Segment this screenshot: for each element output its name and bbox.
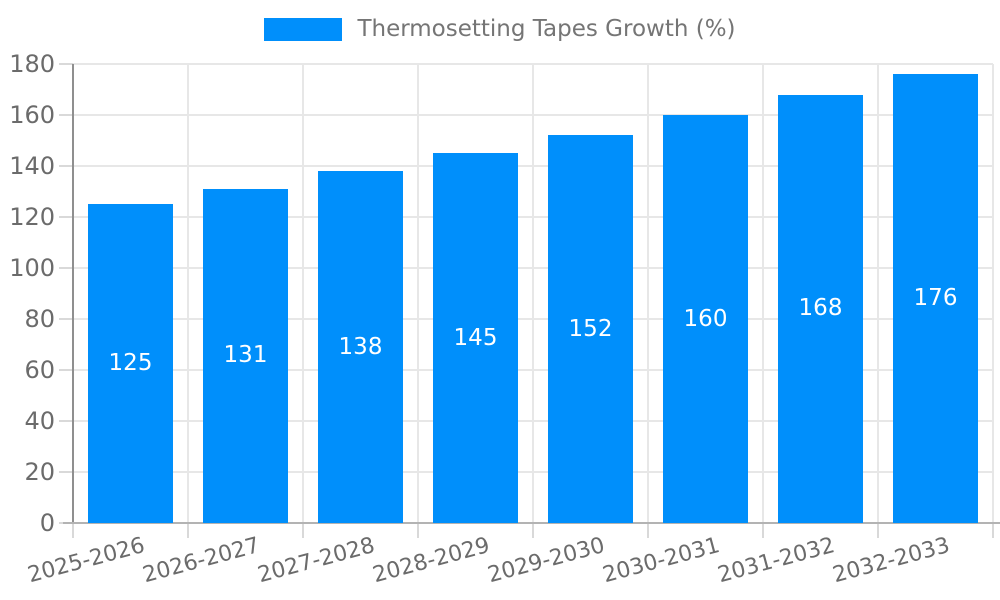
gridline-vertical [762,64,764,523]
y-axis-tick [59,369,73,371]
gridline-vertical [302,64,304,523]
gridline-vertical [532,64,534,523]
gridline-vertical [877,64,879,523]
x-axis-tick [72,523,74,538]
y-axis-label: 180 [9,50,55,78]
bar-2025-2026[interactable]: 125 [88,204,173,523]
bar-value-label: 168 [798,295,843,322]
gridline-vertical [187,64,189,523]
bar-value-label: 131 [223,342,268,369]
bar-2031-2032[interactable]: 168 [778,94,863,523]
x-axis-tick [417,523,419,538]
y-axis-tick [59,63,73,65]
y-axis-tick [59,420,73,422]
bar-2030-2031[interactable]: 160 [663,115,748,523]
y-axis-tick [59,165,73,167]
legend[interactable]: Thermosetting Tapes Growth (%) [0,16,1000,42]
y-axis-label: 140 [9,152,55,180]
y-axis-tick [59,267,73,269]
legend-swatch [264,17,343,41]
bar-2032-2033[interactable]: 176 [893,74,978,523]
gridline-vertical [417,64,419,523]
x-axis-tick [532,523,534,538]
x-axis-tick [762,523,764,538]
plot-area: 0 20 40 60 80 100 120 140 160 180 125 131 138 145 152 1… [9,50,1000,588]
bar-2028-2029[interactable]: 145 [433,153,518,523]
bar-2026-2027[interactable]: 131 [203,188,288,523]
bar-2029-2030[interactable]: 152 [548,135,633,523]
bar-2027-2028[interactable]: 138 [318,171,403,523]
y-axis-tick [59,114,73,116]
x-axis-tick [647,523,649,538]
bar-value-label: 152 [568,315,613,342]
bar-value-label: 160 [683,305,728,332]
y-axis-tick [59,318,73,320]
bar-value-label: 176 [913,285,958,312]
bar-value-label: 138 [338,333,383,360]
y-axis-tick [59,471,73,473]
y-axis-label: 120 [9,203,55,231]
y-axis-label: 40 [24,407,55,435]
y-axis-tick [59,216,73,218]
y-axis-label: 0 [39,509,55,537]
bar-value-label: 125 [108,350,153,377]
x-axis-tick [187,523,189,538]
y-axis-label: 60 [24,356,55,384]
x-axis-tick [877,523,879,538]
gridline-vertical [992,64,994,523]
x-axis-line [63,522,1000,524]
y-axis-label: 100 [9,254,55,282]
y-axis-line [72,64,74,523]
y-axis-label: 20 [24,458,55,486]
y-axis-label: 160 [9,101,55,129]
legend-label: Thermosetting Tapes Growth (%) [357,16,736,42]
y-axis-label: 80 [24,305,55,333]
gridline-vertical [647,64,649,523]
bar-value-label: 145 [453,324,498,351]
x-axis-tick [992,523,994,538]
x-axis-tick [302,523,304,538]
